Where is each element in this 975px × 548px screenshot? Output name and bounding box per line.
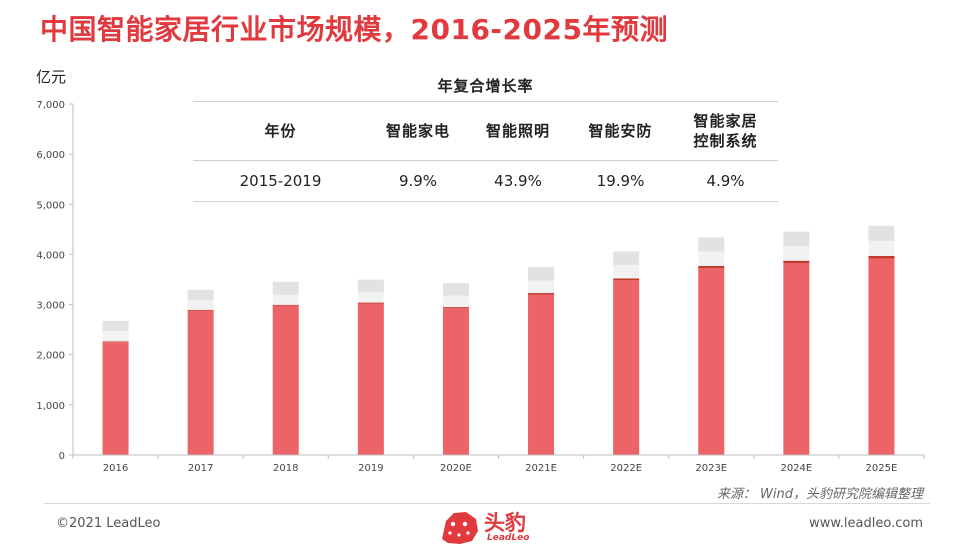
y-tick-label: 1,000: [36, 401, 65, 412]
logo-cn-text: 头豹: [484, 511, 526, 535]
x-tick-label: 2016: [103, 463, 128, 474]
bar-segment: [357, 303, 384, 455]
bar-segment: [187, 310, 214, 455]
footer-divider: [44, 503, 930, 504]
logo-en-text: LeadLeo: [487, 533, 530, 543]
header-security: 智能安防: [588, 122, 653, 140]
bar-segment: [187, 289, 214, 301]
y-tick-label: 0: [59, 451, 65, 462]
bar-segment: [783, 231, 810, 247]
cell-year-range: 2015-2019: [239, 172, 322, 190]
bar-segment: [442, 308, 469, 455]
cell-appliances-cagr: 9.9%: [398, 172, 438, 190]
growth-rate-table: 年复合增长率 年份 智能家电 智能照明 智能安防 智能家居 控制系统 2015-…: [193, 71, 778, 202]
x-tick-label: 2022E: [610, 463, 642, 474]
bar-segment: [528, 293, 555, 295]
bar-segment: [187, 309, 214, 311]
header-year: 年份: [264, 122, 297, 140]
y-tick-label: 5,000: [36, 200, 65, 211]
bar-segment: [698, 251, 725, 266]
header-lighting: 智能照明: [485, 122, 550, 140]
bar-segment: [613, 251, 640, 265]
bar-segment: [783, 246, 810, 261]
bar-segment: [698, 265, 725, 268]
bar-segment: [102, 342, 129, 455]
bar-segment: [442, 283, 469, 296]
x-tick-label: 2018: [273, 463, 298, 474]
bar-segment: [698, 267, 725, 455]
x-tick-label: 2023E: [695, 463, 727, 474]
bar-segment: [613, 278, 640, 281]
cell-security-cagr: 19.9%: [596, 172, 645, 190]
x-tick-label: 2020E: [440, 463, 472, 474]
y-tick-label: 4,000: [36, 250, 65, 261]
bar-segment: [272, 281, 299, 295]
table-row: 2015-2019 9.9% 43.9% 19.9% 4.9%: [193, 161, 778, 202]
cell-control-cagr: 4.9%: [706, 172, 745, 190]
x-axis: 2016 2017 2018 2019 2020E 2021E 2022E 2023E 2024…: [72, 454, 925, 474]
bar-segment: [272, 304, 299, 306]
cell-lighting-cagr: 43.9%: [494, 172, 542, 190]
table-title: 年复合增长率: [193, 71, 778, 102]
header-appliances: 智能家电: [385, 122, 450, 140]
page-title: 中国智能家居行业市场规模，2016-2025年预测: [40, 13, 668, 46]
x-tick-label: 2024E: [780, 463, 812, 474]
bar-segment: [442, 307, 469, 309]
bars: [102, 225, 895, 455]
leopard-head-icon: [442, 512, 478, 544]
bar-segment: [528, 280, 555, 294]
website-link[interactable]: www.leadleo.com: [809, 516, 923, 531]
source-note: 来源： Wind，头豹研究院编辑整理: [716, 487, 923, 502]
bar-segment: [868, 240, 895, 256]
x-tick-label: 2019: [358, 463, 383, 474]
bar-segment: [868, 258, 895, 455]
bar-segment: [528, 294, 555, 455]
copyright: ©2021 LeadLeo: [56, 516, 161, 531]
bar-segment: [102, 341, 129, 343]
leadleo-logo: 头豹 LeadLeo: [438, 507, 548, 547]
bar-segment: [868, 225, 895, 241]
bar-segment: [102, 330, 129, 342]
bar-segment: [442, 295, 469, 308]
x-tick-label: 2021E: [525, 463, 557, 474]
y-axis: 0 1,000 2,000 3,000 4,000 5,000 6,000 7,000: [36, 100, 74, 462]
y-tick-label: 6,000: [36, 150, 65, 161]
bar-segment: [698, 237, 725, 252]
x-tick-label: 2025E: [866, 463, 898, 474]
bar-segment: [783, 260, 810, 263]
bar-segment: [357, 292, 384, 303]
y-tick-label: 3,000: [36, 301, 65, 312]
header-control-system: 智能家居 控制系统: [693, 112, 758, 150]
bar-segment: [187, 300, 214, 310]
bar-segment: [272, 294, 299, 305]
x-tick-label: 2017: [188, 463, 213, 474]
bar-segment: [613, 280, 640, 455]
y-tick-label: 7,000: [36, 100, 65, 111]
bar-segment: [783, 262, 810, 455]
bar-segment: [528, 266, 555, 281]
bar-segment: [868, 255, 895, 259]
bar-segment: [357, 279, 384, 293]
y-axis-unit: 亿元: [36, 68, 67, 86]
table-header-row: 年份 智能家电 智能照明 智能安防 智能家居 控制系统: [193, 102, 778, 161]
bar-segment: [272, 305, 299, 455]
bar-segment: [357, 302, 384, 304]
y-tick-label: 2,000: [36, 351, 65, 362]
bar-segment: [102, 320, 129, 331]
bar-segment: [613, 264, 640, 279]
